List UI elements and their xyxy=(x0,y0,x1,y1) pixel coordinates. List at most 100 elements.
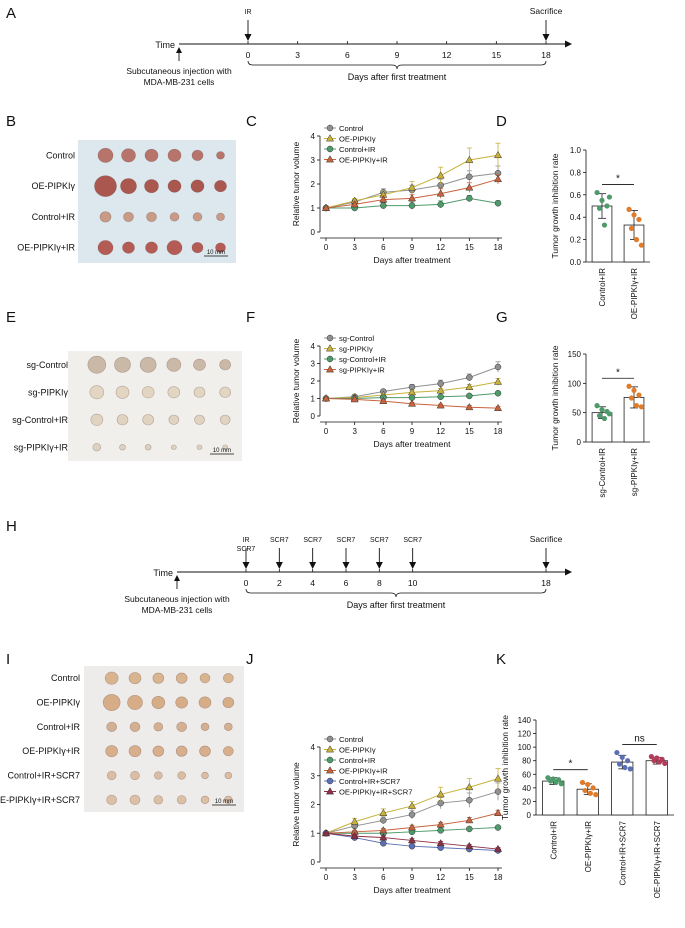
data-point xyxy=(407,399,417,407)
tumor-specimen xyxy=(116,414,129,426)
tumor-specimen xyxy=(175,672,188,684)
x-tick-label: 6 xyxy=(381,873,386,882)
treatment-label: SCR7 xyxy=(270,537,289,544)
data-point xyxy=(466,195,473,202)
photo-row-label: Control+IR xyxy=(32,212,76,222)
y-tick-label: 0 xyxy=(527,811,532,820)
y-tick-label: 1 xyxy=(311,395,316,404)
legend-marker xyxy=(326,145,334,153)
x-tick-label: 15 xyxy=(465,243,474,252)
tumor-specimen xyxy=(167,148,182,162)
time-axis-arrow-icon xyxy=(565,568,572,576)
tumor-specimen xyxy=(224,722,233,731)
x-tick-label: 15 xyxy=(465,427,474,436)
y-tick-label: 1 xyxy=(311,829,316,838)
x-tick-label: 9 xyxy=(410,427,415,436)
legend-entry: sg-PIPKIγ xyxy=(339,345,373,354)
legend-marker xyxy=(325,134,335,142)
y-tick-label: 0.2 xyxy=(570,236,582,245)
data-point xyxy=(633,403,640,409)
x-axis-label: Days after treatment xyxy=(373,255,451,265)
data-point xyxy=(633,237,640,243)
data-point xyxy=(594,189,600,196)
sacrifice-label: Sacrifice xyxy=(530,534,563,544)
panel-letter-c: C xyxy=(246,113,257,130)
legend-marker xyxy=(326,334,334,342)
data-point xyxy=(651,758,657,764)
tumor-specimen xyxy=(120,178,137,195)
time-tick-label: 0 xyxy=(246,50,251,60)
injection-label-line1: Subcutaneous injection with xyxy=(126,66,232,76)
data-point xyxy=(408,842,416,850)
legend-marker xyxy=(326,124,334,132)
treatment-arrow-icon xyxy=(242,562,250,569)
tumor-specimen xyxy=(97,147,114,163)
data-point xyxy=(558,781,564,787)
data-point xyxy=(466,825,473,833)
treatment-label: SCR7 xyxy=(303,537,322,544)
days-brace xyxy=(247,60,547,70)
data-point xyxy=(436,820,445,828)
tumor-specimen xyxy=(193,386,206,398)
panel-letter-d: D xyxy=(496,113,507,130)
legend-entry: Control xyxy=(339,124,364,133)
tumor-specimen xyxy=(99,211,112,223)
bar-chart-g: 0 50 100 150 Tumor growth inhibition rate sg-… xyxy=(550,345,650,498)
tumor-specimen xyxy=(191,242,204,254)
time-tick-label: 6 xyxy=(345,50,350,60)
tumor-specimen xyxy=(176,795,187,805)
data-point xyxy=(494,199,502,207)
treatment-label: IR xyxy=(243,537,250,544)
data-point xyxy=(379,808,388,816)
tumor-specimen xyxy=(130,770,140,781)
tumor-specimen xyxy=(199,745,211,757)
data-point xyxy=(596,205,603,211)
legend-marker xyxy=(326,777,334,785)
legend-marker xyxy=(325,155,335,163)
time-tick-label: 8 xyxy=(377,578,382,588)
tumor-specimen xyxy=(166,357,182,372)
data-point xyxy=(606,411,613,417)
data-point xyxy=(437,380,444,387)
data-point xyxy=(321,394,331,402)
data-point xyxy=(465,816,474,824)
tumor-specimen xyxy=(201,771,209,780)
x-tick-label: 18 xyxy=(494,873,503,882)
tumor-specimen xyxy=(114,356,131,373)
tumor-specimen xyxy=(106,721,117,732)
x-tick-label: 3 xyxy=(352,427,357,436)
data-point xyxy=(606,194,613,200)
panel-letter-k: K xyxy=(496,651,506,668)
tumor-specimen xyxy=(199,673,211,684)
tumor-specimen xyxy=(129,721,141,732)
tumor-specimen xyxy=(215,242,226,253)
time-axis-arrow-icon xyxy=(565,40,572,48)
tumor-specimen xyxy=(154,771,163,780)
days-label: Days after first treatment xyxy=(348,72,447,82)
legend-entry: Control+IR xyxy=(339,756,376,765)
tumor-specimen xyxy=(222,444,228,450)
time-tick-label: 2 xyxy=(277,578,282,588)
tumor-specimen xyxy=(105,745,118,758)
x-tick-label: 3 xyxy=(352,243,357,252)
legend-entry: sg-PIPKIγ+IR xyxy=(339,366,385,375)
photo-row-label: Control+IR+SCR7 xyxy=(7,771,80,781)
data-point xyxy=(350,395,359,403)
x-tick-label: 15 xyxy=(465,873,474,882)
photo-row-label: sg-PIPKIγ+IR xyxy=(14,442,69,452)
tumor-specimen xyxy=(192,212,203,222)
tumor-specimen xyxy=(142,414,154,426)
data-point xyxy=(465,155,474,163)
legend-marker xyxy=(326,355,334,363)
data-point xyxy=(656,759,663,765)
y-tick-label: 80 xyxy=(522,757,531,766)
data-point xyxy=(601,415,608,422)
data-point xyxy=(380,840,387,847)
data-point xyxy=(648,754,655,760)
scale-bar-label: 10 mm xyxy=(215,799,233,805)
data-point xyxy=(493,150,503,159)
series-3 xyxy=(321,394,503,411)
days-brace xyxy=(245,588,547,598)
tumor-specimen xyxy=(175,745,188,757)
x-tick-label: 0 xyxy=(324,243,329,252)
